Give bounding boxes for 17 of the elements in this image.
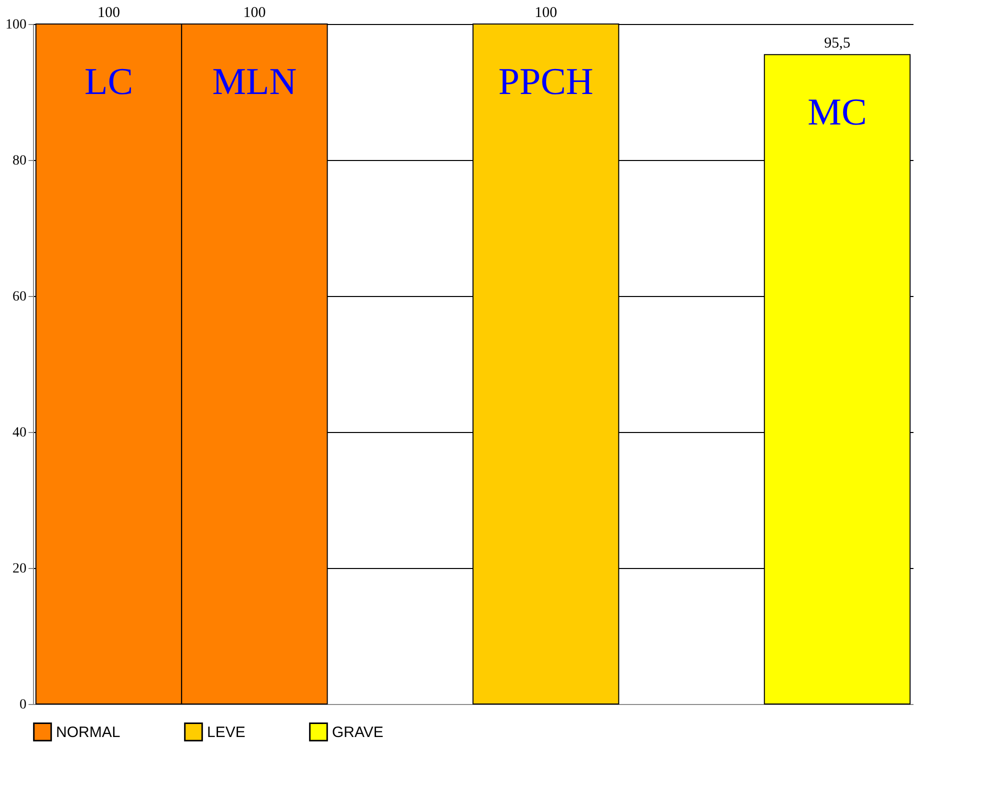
legend-label: LEVE bbox=[207, 724, 246, 741]
x-tick-label: MC bbox=[808, 92, 867, 134]
x-tick-label: MLN bbox=[212, 61, 297, 103]
y-tick-label: 20 bbox=[12, 562, 26, 576]
y-tick-label: 40 bbox=[12, 426, 26, 440]
y-tick-label: 0 bbox=[20, 698, 26, 712]
data-label: 100 bbox=[243, 5, 266, 21]
data-label: 95,5 bbox=[824, 36, 850, 52]
y-tick-label: 80 bbox=[12, 154, 26, 168]
legend-label: GRAVE bbox=[332, 724, 384, 741]
data-label: 100 bbox=[98, 5, 120, 21]
x-tick-label: PPCH bbox=[498, 61, 594, 103]
x-tick-label: LC bbox=[84, 61, 134, 103]
y-tick-label: 100 bbox=[6, 18, 26, 32]
y-tick-label: 60 bbox=[12, 290, 26, 304]
legend-label: NORMAL bbox=[56, 724, 120, 741]
data-label: 100 bbox=[534, 5, 558, 21]
